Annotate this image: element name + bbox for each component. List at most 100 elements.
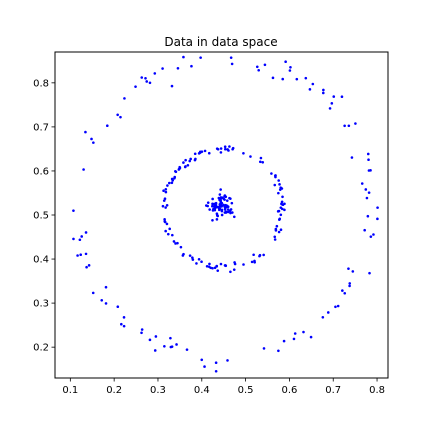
- data-point: [216, 214, 219, 217]
- data-point: [277, 209, 281, 213]
- data-point: [122, 316, 126, 319]
- data-point: [163, 218, 166, 221]
- data-point: [80, 235, 83, 238]
- data-point: [225, 205, 228, 209]
- data-point: [188, 254, 192, 257]
- data-point: [189, 157, 192, 161]
- data-point: [219, 262, 223, 266]
- data-point: [162, 189, 165, 193]
- data-point: [215, 264, 219, 268]
- data-point: [279, 213, 283, 217]
- data-point: [164, 187, 168, 191]
- data-point: [277, 230, 281, 234]
- data-point: [368, 271, 371, 275]
- data-point: [182, 55, 185, 59]
- data-point: [224, 147, 227, 151]
- data-point: [106, 124, 109, 127]
- data-point: [176, 67, 180, 70]
- data-point: [348, 282, 352, 285]
- data-point: [273, 235, 277, 239]
- data-point: [215, 218, 219, 221]
- data-point: [84, 252, 88, 256]
- data-point: [211, 197, 214, 201]
- data-point: [242, 263, 245, 266]
- data-point: [193, 152, 197, 156]
- data-point: [120, 322, 123, 326]
- data-point: [223, 198, 226, 201]
- y-tick-label: 0.4: [33, 255, 49, 266]
- data-point: [249, 155, 252, 158]
- x-tick-label: 0.5: [238, 385, 254, 396]
- chart-title: Data in data space: [164, 35, 277, 49]
- data-point: [309, 335, 313, 339]
- data-point: [205, 265, 209, 268]
- data-point: [163, 345, 166, 348]
- y-tick-label: 0.6: [33, 166, 49, 177]
- data-point: [148, 81, 152, 85]
- x-tick-label: 0.8: [369, 385, 385, 396]
- data-point: [223, 208, 227, 211]
- data-point: [225, 199, 229, 202]
- data-point: [255, 65, 259, 69]
- data-point: [229, 197, 232, 200]
- data-point: [79, 253, 83, 257]
- data-point: [72, 237, 75, 241]
- data-point: [273, 238, 277, 241]
- data-point: [200, 358, 204, 362]
- x-axis: 0.1 0.2 0.3 0.4 0.5 0.6 0.7 0.8: [62, 378, 385, 396]
- data-point: [222, 203, 225, 207]
- data-point: [219, 197, 223, 200]
- data-point: [198, 150, 202, 154]
- data-point: [226, 148, 229, 151]
- data-point: [280, 202, 283, 206]
- data-point: [174, 242, 177, 245]
- data-point: [354, 122, 357, 125]
- data-point: [263, 63, 267, 67]
- data-point: [166, 184, 169, 187]
- data-point: [229, 208, 233, 211]
- data-point: [347, 267, 350, 270]
- data-point: [90, 137, 93, 141]
- data-point: [311, 82, 315, 86]
- data-point: [262, 347, 266, 350]
- data-point: [184, 165, 187, 168]
- data-point: [188, 159, 192, 163]
- data-point: [91, 291, 95, 295]
- data-point: [343, 124, 346, 128]
- data-point: [275, 224, 279, 228]
- data-point: [257, 68, 261, 72]
- data-point: [209, 266, 212, 270]
- data-point: [330, 102, 334, 105]
- data-point: [145, 80, 149, 83]
- data-point: [220, 213, 224, 217]
- data-point: [203, 149, 207, 153]
- data-point: [217, 207, 221, 210]
- data-points: [72, 55, 379, 373]
- data-point: [226, 210, 230, 214]
- data-point: [140, 331, 143, 335]
- data-point: [336, 304, 340, 308]
- data-point: [279, 206, 283, 209]
- data-point: [144, 76, 147, 80]
- data-point: [169, 336, 172, 340]
- data-point: [226, 359, 229, 362]
- data-point: [140, 76, 144, 79]
- data-point: [250, 260, 254, 264]
- data-point: [191, 258, 195, 261]
- data-point: [321, 316, 325, 319]
- data-point: [220, 208, 224, 212]
- data-point: [182, 161, 185, 164]
- data-point: [347, 124, 351, 128]
- data-point: [173, 175, 177, 179]
- data-point: [104, 302, 108, 305]
- data-point: [223, 194, 226, 198]
- data-point: [372, 233, 375, 236]
- data-point: [281, 195, 284, 199]
- data-point: [253, 259, 256, 263]
- data-point: [167, 181, 171, 185]
- data-point: [341, 289, 344, 292]
- data-point: [328, 107, 332, 110]
- data-point: [229, 270, 232, 274]
- data-point: [218, 193, 222, 196]
